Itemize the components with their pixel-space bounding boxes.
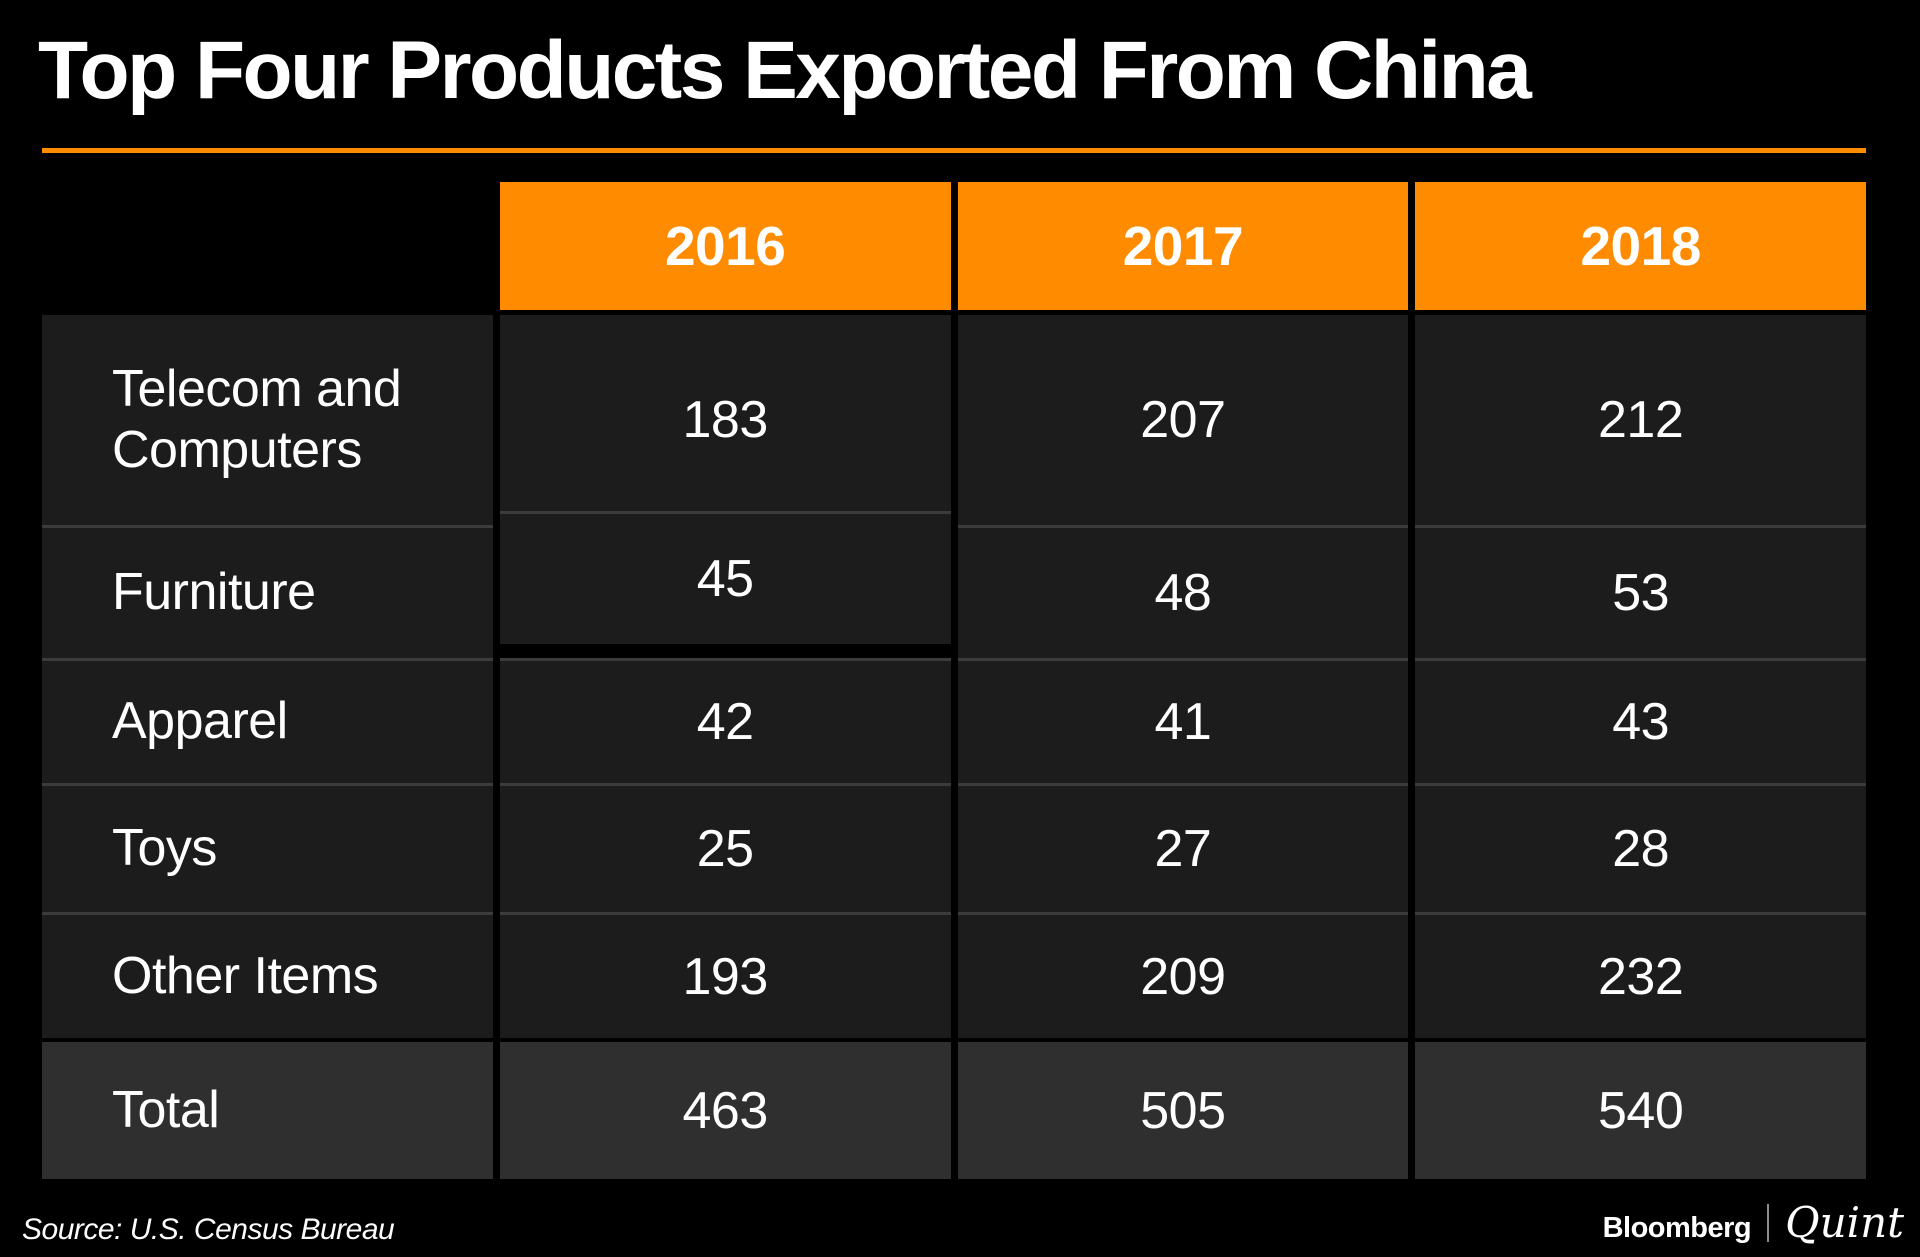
cell-apparel-2017: 41 <box>957 658 1409 783</box>
table-header-row: 2016 2017 2018 <box>42 182 1866 310</box>
table-total-row: Total 463 505 540 <box>42 1042 1866 1179</box>
cell-apparel-2016: 42 <box>499 658 951 783</box>
row-label-apparel: Apparel <box>42 658 493 783</box>
cell-furniture-2018: 53 <box>1415 525 1866 658</box>
cell-telecom-2018: 212 <box>1415 315 1866 525</box>
source-note: Source: U.S. Census Bureau <box>22 1213 395 1246</box>
cell-other-items-2016: 193 <box>499 912 951 1038</box>
cell-total-2018: 540 <box>1415 1042 1866 1179</box>
cell-furniture-2017: 48 <box>957 525 1409 658</box>
cell-telecom-2016: 183 <box>499 315 951 525</box>
cell-toys-2016: 25 <box>499 783 951 912</box>
publisher-logo: Bloomberg Quint <box>1603 1198 1904 1247</box>
cell-total-2017: 505 <box>957 1042 1409 1179</box>
table-row: Furniture 45 48 53 <box>42 511 1866 658</box>
table-row: Other Items 193 209 232 <box>42 912 1866 1038</box>
quint-logo: Quint <box>1785 1198 1904 1247</box>
cell-apparel-2018: 43 <box>1415 658 1866 783</box>
header-spacer-cell <box>42 182 493 310</box>
header-cell-2017: 2017 <box>957 182 1409 310</box>
table-row: Apparel 42 41 43 <box>42 658 1866 783</box>
cell-furniture-2016: 45 <box>499 511 951 644</box>
cell-toys-2017: 27 <box>957 783 1409 912</box>
cell-toys-2018: 28 <box>1415 783 1866 912</box>
logo-divider <box>1767 1203 1770 1242</box>
row-label-toys: Toys <box>42 783 493 912</box>
row-label-other-items: Other Items <box>42 912 493 1038</box>
row-label-total: Total <box>42 1042 493 1179</box>
cell-total-2016: 463 <box>499 1042 951 1179</box>
header-cell-2016: 2016 <box>499 182 951 310</box>
table-row: Telecom and Computers 183 207 212 <box>42 315 1866 525</box>
bloomberg-logo: Bloomberg <box>1602 1212 1752 1244</box>
row-label-furniture: Furniture <box>42 525 493 658</box>
cell-other-items-2018: 232 <box>1415 912 1866 1038</box>
title-underline <box>42 148 1866 153</box>
header-cell-2018: 2018 <box>1415 182 1866 310</box>
page-title: Top Four Products Exported From China <box>38 25 1532 116</box>
cell-other-items-2017: 209 <box>957 912 1409 1038</box>
table-row: Toys 25 27 28 <box>42 783 1866 912</box>
row-label-telecom: Telecom and Computers <box>42 315 493 525</box>
cell-telecom-2017: 207 <box>957 315 1409 525</box>
data-table: 2016 2017 2018 Telecom and Computers 183… <box>42 182 1866 1179</box>
